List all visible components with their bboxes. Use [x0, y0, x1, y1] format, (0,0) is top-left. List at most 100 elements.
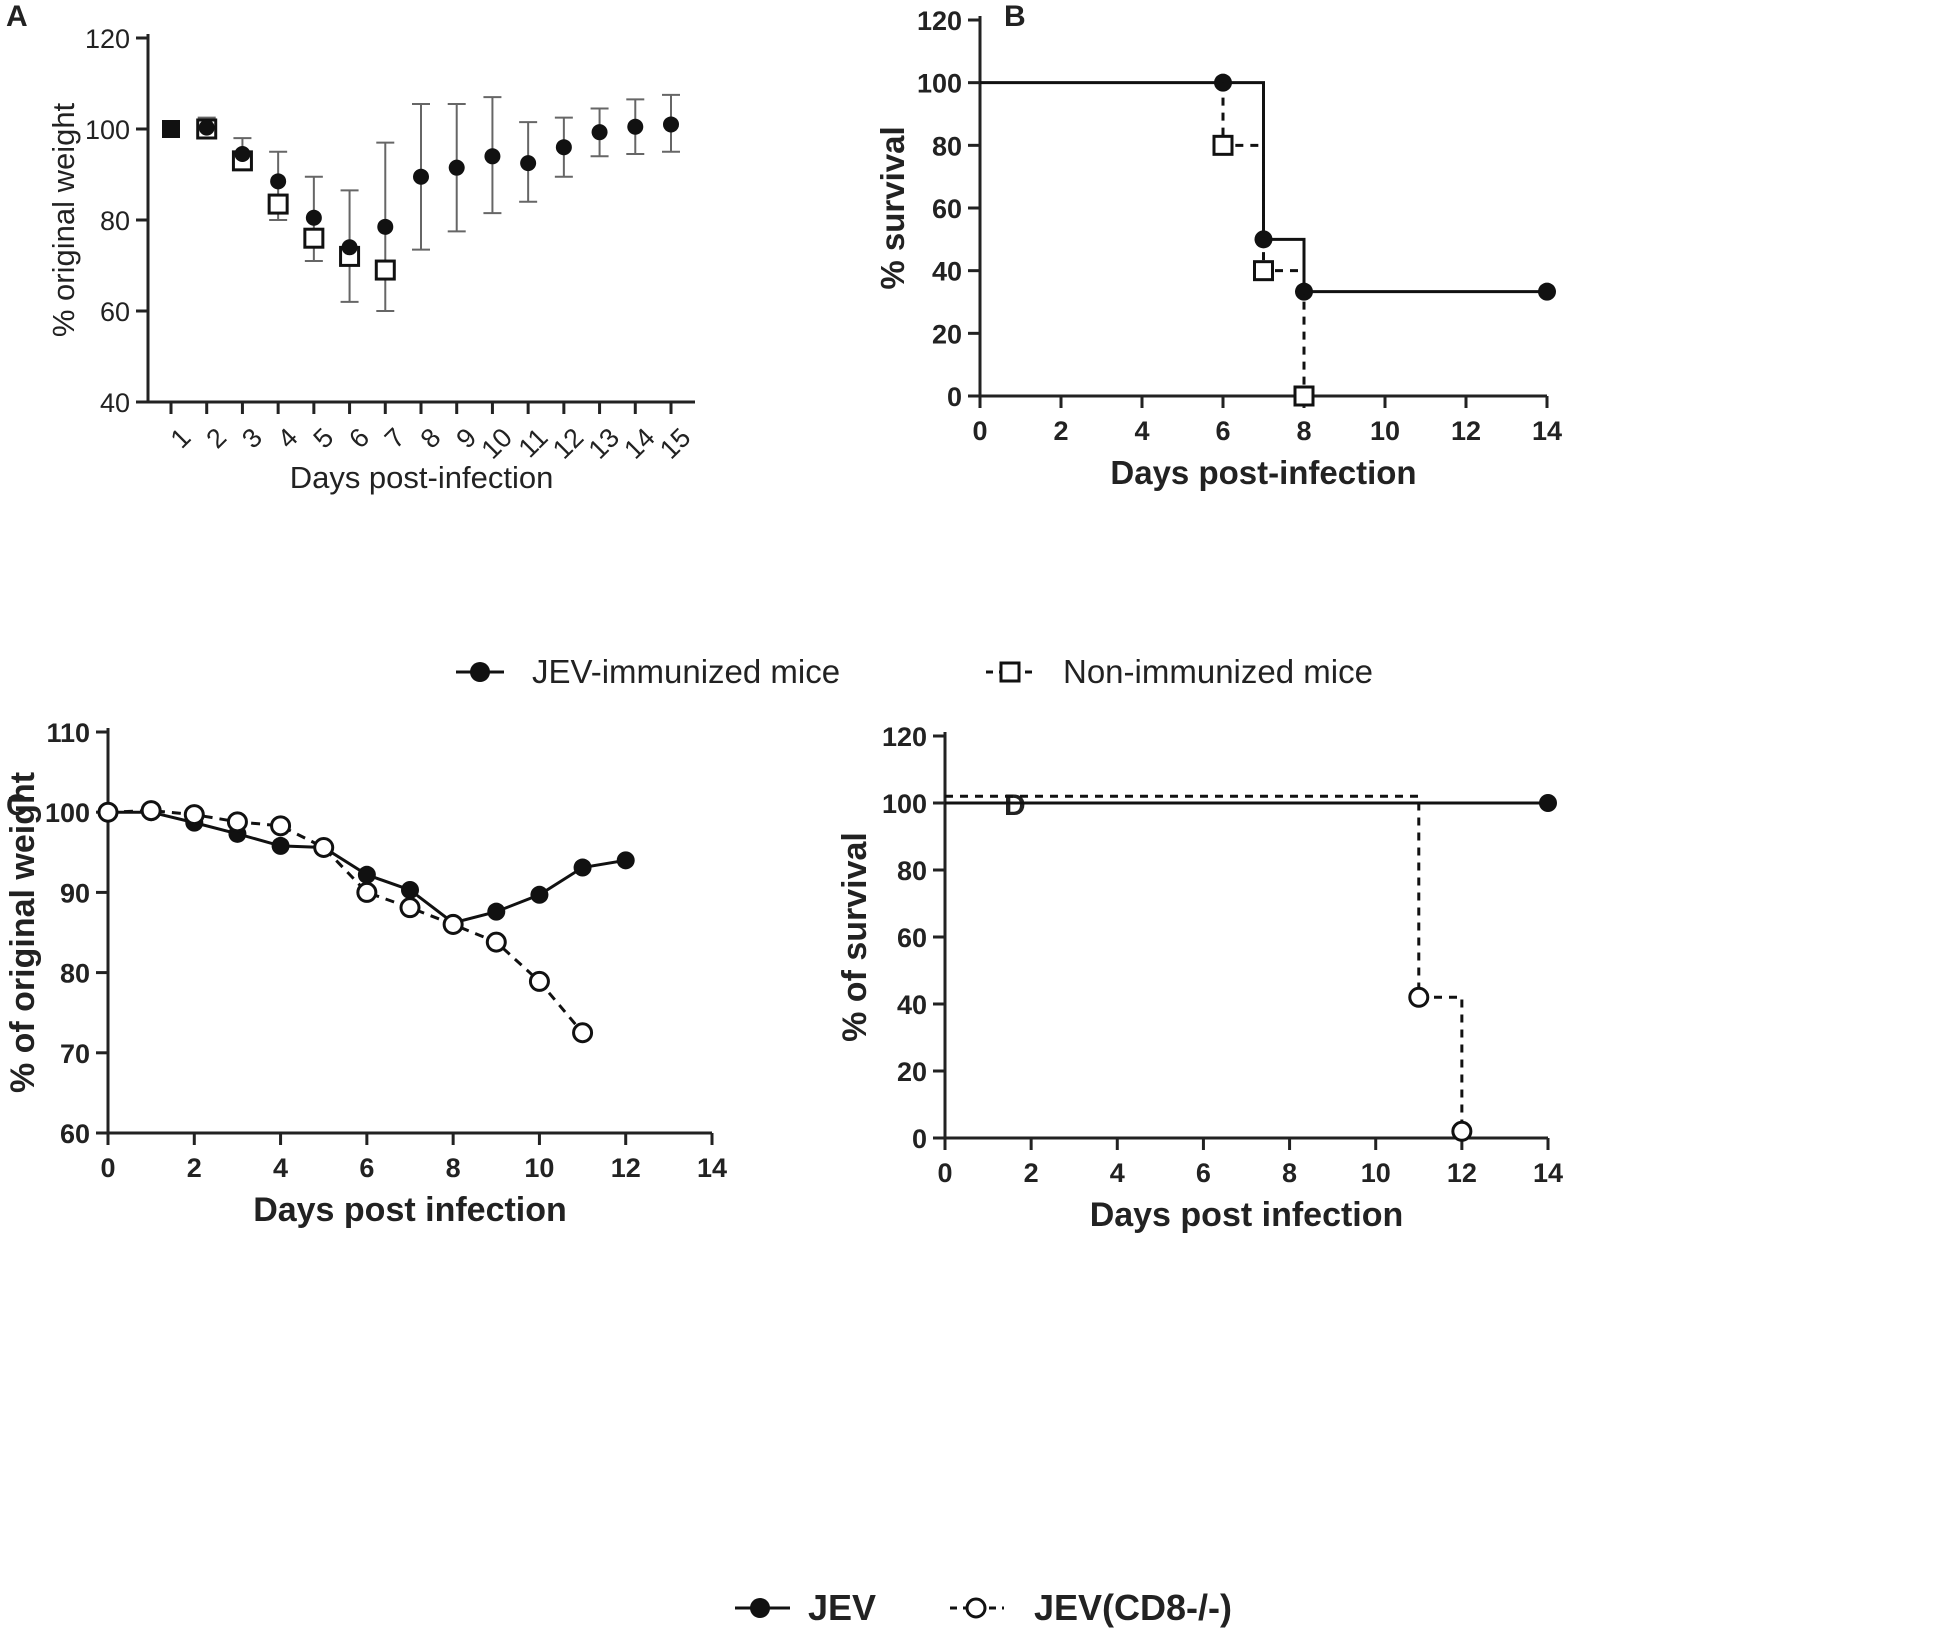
x-tick-label: 4	[1134, 416, 1149, 446]
y-tick-label: 80	[897, 856, 927, 886]
x-tick-label: 0	[100, 1153, 115, 1183]
data-point-immunized	[198, 119, 215, 136]
y-tick-label: 90	[60, 878, 90, 908]
legend-bottom-item-cd8: JEV(CD8-/-)	[950, 1587, 1232, 1628]
y-tick-label: 40	[897, 990, 927, 1020]
x-tick-label: 8	[1296, 416, 1311, 446]
y-tick-label: 120	[882, 722, 927, 752]
data-point-nonimmunized	[303, 227, 325, 249]
series-jev-cd8--line	[945, 794, 1464, 1132]
data-point-immunized	[413, 168, 429, 185]
series-jev-point	[530, 885, 549, 904]
series-jev-cd8--point	[313, 836, 335, 858]
data-point-immunized	[270, 173, 287, 190]
x-tick-label: 8	[446, 1153, 461, 1183]
series-jev-cd8--point	[97, 801, 119, 823]
legend-label: JEV-immunized mice	[532, 653, 840, 690]
series-jev-cd8--point	[270, 815, 292, 837]
x-axis-title: Days post infection	[253, 1191, 567, 1229]
y-axis-title: % of original weight	[4, 772, 42, 1093]
x-tick-label: 12	[1451, 416, 1481, 446]
y-axis-title: % of survival	[836, 832, 874, 1042]
series-jev-point	[616, 851, 635, 870]
data-point-nonimmunized	[374, 259, 396, 281]
legend-marker-open-circle	[965, 1597, 987, 1619]
x-tick-label: 2	[187, 1153, 202, 1183]
data-point-immunized	[520, 155, 537, 172]
y-tick-label: 100	[85, 115, 130, 145]
data-point-immunized	[627, 118, 644, 135]
series-non-immunized-mice-point	[1293, 385, 1315, 407]
x-tick-label: 14	[1533, 1158, 1563, 1188]
data-point-immunized	[341, 239, 358, 256]
data-point-immunized	[448, 159, 465, 176]
legend-top: JEV-immunized mice Non-immunized mice	[456, 653, 1373, 690]
y-tick-label: 120	[85, 24, 130, 54]
series-jev-cd8--point	[442, 913, 464, 935]
y-tick-label: 60	[60, 1119, 90, 1149]
y-tick-label: 20	[932, 319, 962, 349]
x-tick-label: 10	[1370, 416, 1400, 446]
series-jev-point	[271, 836, 290, 855]
x-tick-label: 0	[937, 1158, 952, 1188]
legend-marker-filled-circle	[470, 662, 490, 682]
series-jev-cd8--point	[183, 804, 205, 826]
x-tick-label: 2	[1053, 416, 1068, 446]
x-tick-label: 10	[1361, 1158, 1391, 1188]
y-tick-label: 0	[947, 382, 962, 412]
data-point-nonimmunized	[162, 120, 180, 138]
data-point-immunized	[591, 124, 608, 141]
y-axis-title: % survival	[874, 126, 911, 289]
x-tick-label: 2	[1024, 1158, 1039, 1188]
x-axis-title: Days post infection	[1090, 1196, 1404, 1234]
y-tick-label: 100	[882, 789, 927, 819]
data-point-immunized	[663, 116, 679, 133]
y-tick-label: 80	[932, 131, 962, 161]
y-tick-label: 0	[912, 1124, 927, 1154]
series-jev-cd8--point	[140, 800, 162, 822]
series-jev-cd8--point	[356, 881, 378, 903]
data-point-immunized	[377, 218, 394, 235]
series-jev-point	[401, 880, 419, 899]
legend-bottom: JEV JEV(CD8-/-)	[735, 1587, 1232, 1628]
y-tick-label: 60	[932, 194, 962, 224]
panel-label-c: C	[6, 789, 28, 822]
x-tick-label: 14	[1532, 416, 1562, 446]
series-jev-cd8--point	[1408, 986, 1430, 1008]
panel-label-d: D	[1004, 789, 1026, 822]
y-tick-label: 40	[100, 388, 130, 418]
x-tick-label: 0	[972, 416, 987, 446]
series-non-immunized-mice-point	[1212, 134, 1234, 156]
y-tick-label: 20	[897, 1057, 927, 1087]
series-jev-cd8--point	[226, 811, 248, 833]
legend-bottom-item-jev: JEV	[735, 1587, 876, 1628]
y-tick-label: 110	[46, 718, 90, 748]
legend-label: Non-immunized mice	[1063, 653, 1373, 690]
x-tick-label: 8	[1282, 1158, 1297, 1188]
y-tick-label: 60	[100, 297, 130, 327]
x-tick-label: 6	[359, 1153, 374, 1183]
y-tick-label: 40	[932, 257, 962, 287]
legend-marker-open-square	[999, 661, 1021, 683]
x-tick-label: 14	[697, 1153, 727, 1183]
series-jev-cd8--point	[399, 897, 421, 919]
y-tick-label: 120	[917, 6, 962, 36]
x-tick-label: 6	[1196, 1158, 1211, 1188]
y-tick-label: 80	[60, 959, 90, 989]
x-tick-label: 4	[273, 1153, 288, 1183]
x-tick-label: 12	[611, 1153, 641, 1183]
data-point-immunized	[484, 148, 501, 165]
legend-marker-filled-circle	[750, 1598, 770, 1618]
x-axis-title: Days post-infection	[1110, 454, 1416, 491]
series-jev-point	[357, 865, 376, 884]
data-point-immunized	[234, 146, 251, 163]
series-jev-point	[487, 902, 506, 921]
legend-label: JEV	[808, 1587, 876, 1628]
y-axis-title: % original weight	[46, 102, 81, 337]
y-tick-label: 60	[897, 923, 927, 953]
chart-b-survival: 0 20 40 60 80 100 120 0 2 4 6 8 10 12 14 Days post-infe…	[874, 6, 1562, 491]
panel-label-a: A	[6, 0, 28, 33]
panel-label-b: B	[1004, 0, 1026, 33]
